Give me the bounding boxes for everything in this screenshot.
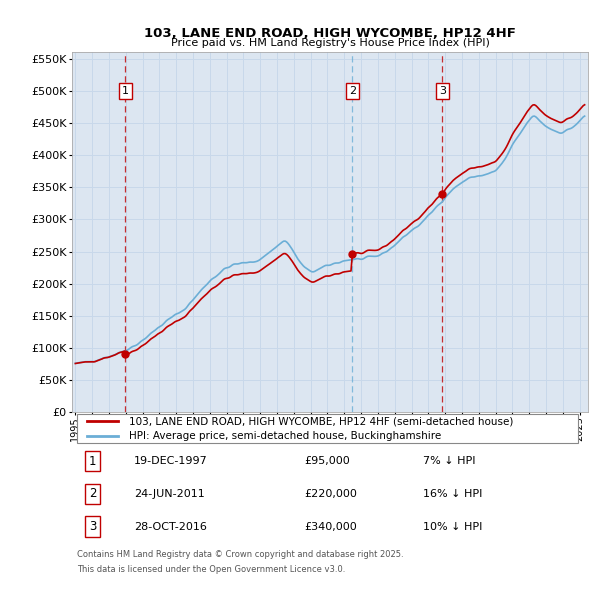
Text: 103, LANE END ROAD, HIGH WYCOMBE, HP12 4HF: 103, LANE END ROAD, HIGH WYCOMBE, HP12 4… [144, 27, 516, 40]
Text: 3: 3 [89, 520, 97, 533]
Text: 19-DEC-1997: 19-DEC-1997 [134, 456, 208, 466]
Text: Price paid vs. HM Land Registry's House Price Index (HPI): Price paid vs. HM Land Registry's House … [170, 38, 490, 48]
Text: 3: 3 [439, 86, 446, 96]
Text: 10% ↓ HPI: 10% ↓ HPI [423, 522, 482, 532]
Text: 24-JUN-2011: 24-JUN-2011 [134, 489, 205, 499]
Text: £340,000: £340,000 [304, 522, 357, 532]
Text: Contains HM Land Registry data © Crown copyright and database right 2025.: Contains HM Land Registry data © Crown c… [77, 550, 404, 559]
Text: 103, LANE END ROAD, HIGH WYCOMBE, HP12 4HF (semi-detached house): 103, LANE END ROAD, HIGH WYCOMBE, HP12 4… [129, 416, 513, 426]
Text: 1: 1 [122, 86, 129, 96]
Text: 7% ↓ HPI: 7% ↓ HPI [423, 456, 475, 466]
Text: This data is licensed under the Open Government Licence v3.0.: This data is licensed under the Open Gov… [77, 565, 346, 574]
Text: 16% ↓ HPI: 16% ↓ HPI [423, 489, 482, 499]
Text: 28-OCT-2016: 28-OCT-2016 [134, 522, 207, 532]
Text: £220,000: £220,000 [304, 489, 357, 499]
Text: 2: 2 [89, 487, 97, 500]
Text: HPI: Average price, semi-detached house, Buckinghamshire: HPI: Average price, semi-detached house,… [129, 431, 441, 441]
Text: £95,000: £95,000 [304, 456, 350, 466]
Text: 1: 1 [89, 455, 97, 468]
Text: 2: 2 [349, 86, 356, 96]
